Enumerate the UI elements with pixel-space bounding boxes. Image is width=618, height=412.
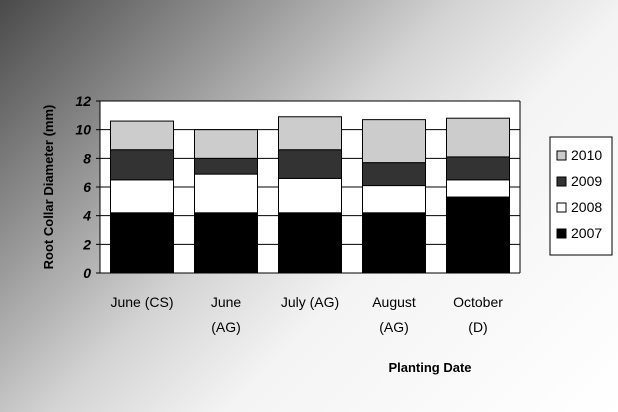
- bar-segment-2010: [194, 129, 258, 159]
- bar-segment-2010: [362, 119, 426, 164]
- bar-segment-2009: [194, 157, 258, 175]
- x-tick-label: August: [372, 294, 416, 310]
- bar-segment-2007: [278, 212, 342, 274]
- y-tick-label: 8: [83, 150, 91, 166]
- bar-segment-2008: [446, 179, 510, 198]
- bar-segment-2010: [110, 120, 174, 151]
- bar-segment-2008: [278, 177, 342, 214]
- legend-label-2007: 2007: [571, 225, 602, 241]
- bar-segment-2007: [194, 212, 258, 274]
- legend-swatch-2007: [556, 228, 567, 239]
- y-axis-title: Root Collar Diameter (mm): [41, 105, 56, 270]
- bar-segment-2010: [446, 117, 510, 158]
- legend: 2010 2009 2008 2007: [549, 136, 613, 256]
- x-tick-label: October: [453, 294, 503, 310]
- legend-swatch-2010: [556, 150, 567, 161]
- x-tick-label: (AG): [211, 319, 241, 335]
- x-tick-label: June: [211, 294, 242, 310]
- y-tick-label: 12: [75, 93, 91, 109]
- bar-segment-2009: [278, 149, 342, 179]
- legend-label-2009: 2009: [571, 173, 602, 189]
- y-tick-label: 2: [82, 236, 91, 252]
- x-axis-title: Planting Date: [388, 360, 471, 375]
- x-tick-label: (AG): [379, 319, 409, 335]
- y-tick-label: 4: [82, 208, 91, 224]
- legend-label-2010: 2010: [571, 147, 602, 163]
- bar-segment-2008: [110, 179, 174, 214]
- y-tick-label: 10: [75, 122, 91, 138]
- x-tick-label: July (AG): [281, 294, 339, 310]
- bar-segment-2009: [110, 149, 174, 181]
- plot-area: 0 2 4 6 8 10 12 June (CS) June (AG) July (AG) Augus…: [75, 93, 521, 335]
- bar-segment-2009: [362, 162, 426, 187]
- x-tick-label: June (CS): [110, 294, 173, 310]
- bar-segment-2009: [446, 156, 510, 181]
- bar-segment-2007: [362, 212, 426, 274]
- bar-segment-2007: [110, 212, 174, 274]
- bar-segment-2008: [362, 185, 426, 214]
- y-tick-label: 6: [83, 179, 91, 195]
- legend-swatch-2009: [556, 176, 567, 187]
- bar-segment-2010: [278, 116, 342, 151]
- legend-swatch-2008: [556, 202, 567, 213]
- bar-segment-2008: [194, 173, 258, 214]
- x-tick-label: (D): [468, 319, 487, 335]
- y-tick-label: 0: [83, 265, 91, 281]
- bar-segment-2007: [446, 196, 510, 274]
- legend-label-2008: 2008: [571, 199, 602, 215]
